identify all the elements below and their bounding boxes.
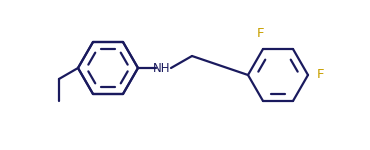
Text: F: F [317, 69, 324, 81]
Text: F: F [257, 27, 265, 40]
Text: NH: NH [153, 61, 171, 75]
